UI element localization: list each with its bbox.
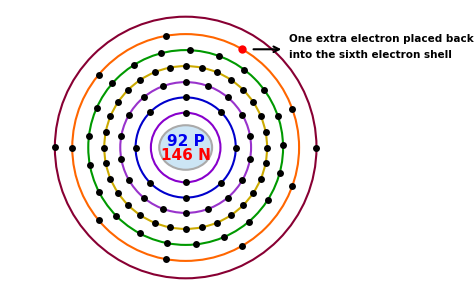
Text: 146 N: 146 N (161, 148, 210, 163)
Text: into the sixth electron shell: into the sixth electron shell (289, 50, 452, 60)
Text: One extra electron placed back: One extra electron placed back (289, 34, 474, 44)
Ellipse shape (159, 125, 212, 170)
Text: 92 P: 92 P (167, 135, 205, 150)
